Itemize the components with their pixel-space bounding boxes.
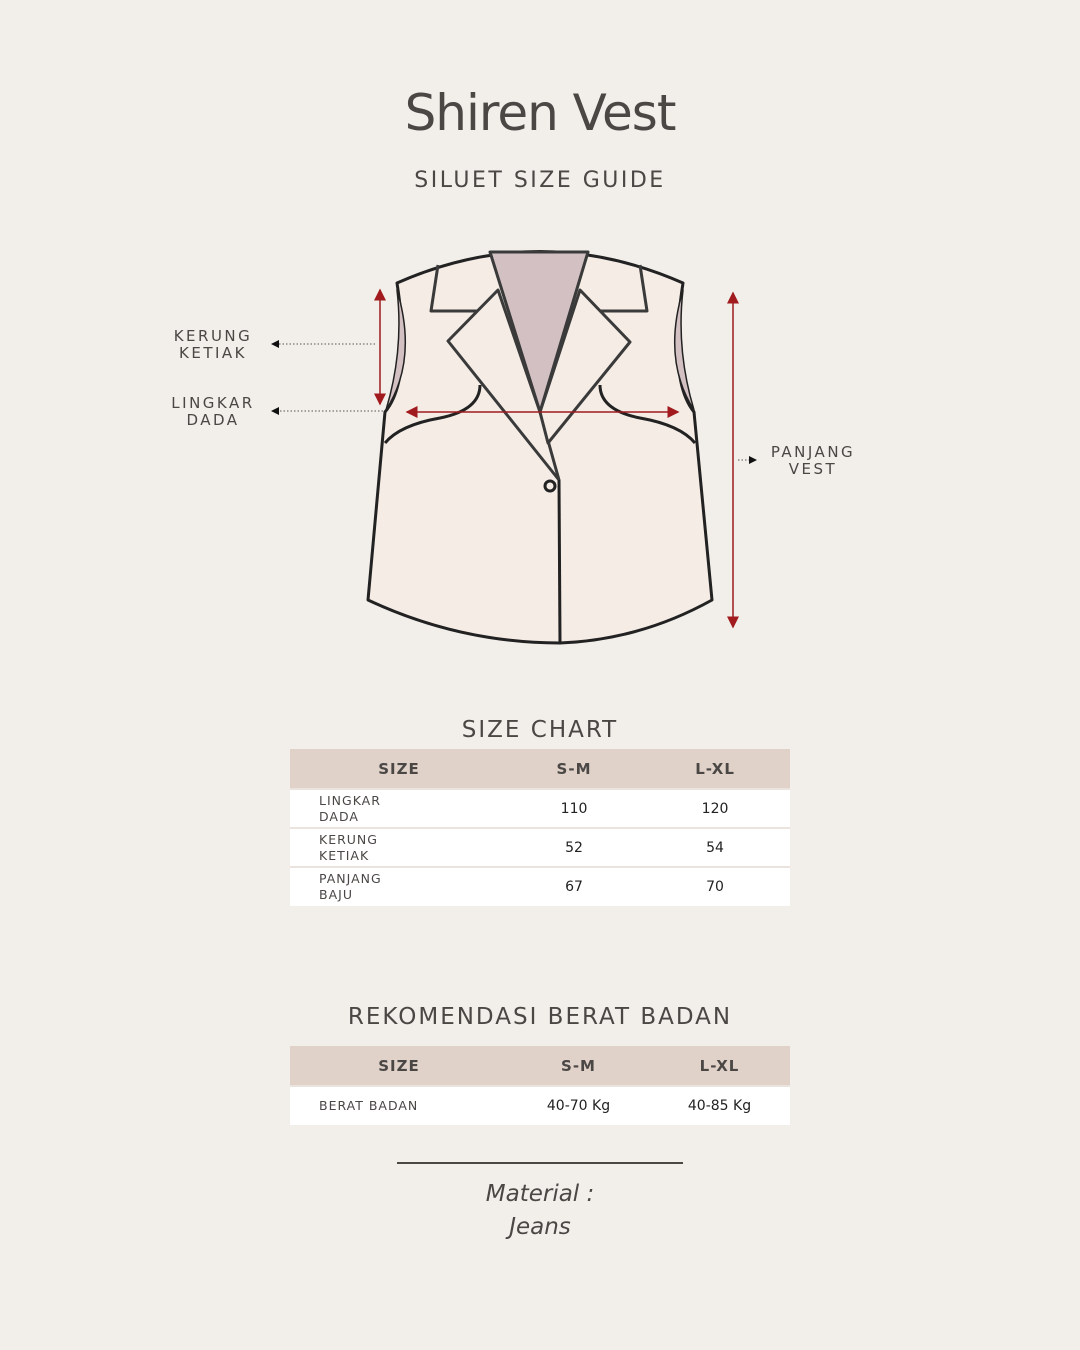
header-sm: S-M [508, 749, 641, 789]
value-lxl: 54 [640, 827, 790, 867]
label-lingkar-dada: LINGKAR DADA [163, 395, 263, 429]
leader-lines [271, 340, 757, 464]
value-lxl: 40-85 Kg [649, 1085, 790, 1125]
label-line: KETIAK [179, 344, 247, 362]
row-name: PANJANG BAJU [290, 866, 508, 906]
row-name: LINGKAR DADA [290, 788, 508, 828]
value-sm: 67 [508, 866, 641, 906]
measure-arrows [374, 288, 739, 629]
page-title: Shiren Vest [404, 84, 677, 142]
value-lxl: 120 [640, 788, 790, 828]
header-size: SIZE [290, 749, 508, 789]
vest-diagram [271, 250, 757, 645]
header-size: SIZE [290, 1046, 508, 1086]
weight-title: REKOMENDASI BERAT BADAN [347, 1004, 733, 1030]
divider [397, 1162, 683, 1164]
label-kerung-ketiak: KERUNG KETIAK [163, 328, 263, 362]
weight-table: SIZE S-M L-XL BERAT BADAN 40-70 Kg 40-85… [290, 1046, 790, 1125]
page-subtitle: SILUET SIZE GUIDE [414, 168, 666, 193]
table-row: LINGKAR DADA 110 120 [290, 788, 790, 828]
label-line: DADA [186, 411, 240, 429]
material-label: Material : [485, 1181, 595, 1207]
material-value: Jeans [509, 1214, 571, 1240]
label-line: LINGKAR [171, 394, 255, 412]
table-header: SIZE S-M L-XL [290, 1046, 790, 1086]
header-lxl: L-XL [640, 749, 790, 789]
header-lxl: L-XL [649, 1046, 790, 1086]
value-sm: 40-70 Kg [508, 1085, 649, 1125]
table-row: KERUNG KETIAK 52 54 [290, 827, 790, 867]
label-line: VEST [788, 460, 838, 478]
material-info: Material : Jeans [0, 1178, 1080, 1244]
row-name: KERUNG KETIAK [290, 827, 508, 867]
header-sm: S-M [508, 1046, 649, 1086]
table-row: PANJANG BAJU 67 70 [290, 866, 790, 906]
label-line: PANJANG [770, 443, 856, 461]
size-chart-title: SIZE CHART [461, 717, 619, 743]
label-panjang-vest: PANJANG VEST [763, 444, 863, 478]
value-lxl: 70 [640, 866, 790, 906]
label-line: KERUNG [173, 327, 253, 345]
table-row: BERAT BADAN 40-70 Kg 40-85 Kg [290, 1085, 790, 1125]
vest-body [366, 250, 714, 645]
table-header: SIZE S-M L-XL [290, 749, 790, 789]
size-chart-table: SIZE S-M L-XL LINGKAR DADA 110 120 KERUNG… [290, 749, 790, 906]
value-sm: 52 [508, 827, 641, 867]
value-sm: 110 [508, 788, 641, 828]
row-name: BERAT BADAN [290, 1085, 508, 1125]
